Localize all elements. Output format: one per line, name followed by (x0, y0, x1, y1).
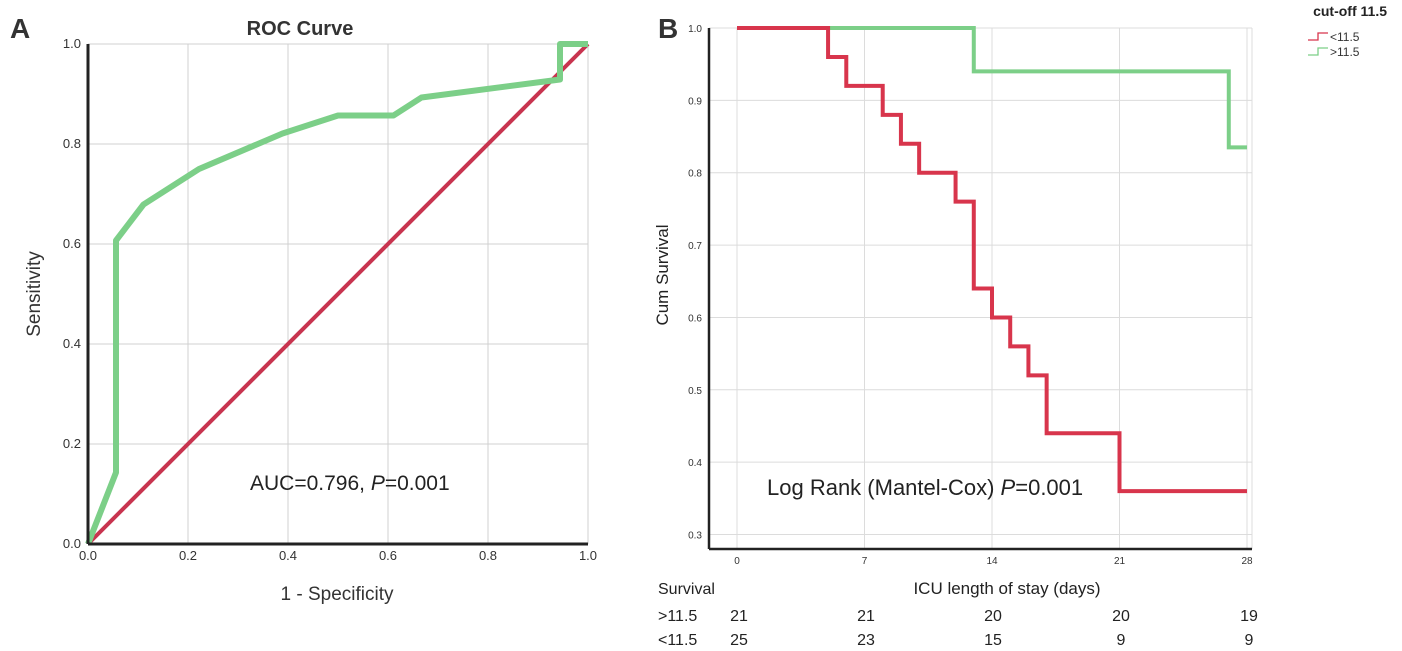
roc-x-tick-label: 0.2 (179, 548, 197, 563)
risk-count: 19 (1240, 608, 1258, 625)
risk-table: >11.5 21 21 20 20 19 <11.5 25 23 15 9 9 (658, 608, 1258, 649)
km-logrank-p: P (1001, 475, 1016, 500)
panel-a-letter: A (10, 13, 30, 44)
roc-reference-line (86, 42, 590, 546)
risk-table-header: Survival (658, 581, 715, 598)
roc-x-tick-label: 0.6 (379, 548, 397, 563)
km-logrank-annotation: Log Rank (Mantel-Cox) P=0.001 (767, 475, 1083, 500)
risk-count: 15 (984, 632, 1002, 649)
km-y-tick-label: 0.3 (688, 531, 702, 542)
roc-x-tick-label: 1.0 (579, 548, 597, 563)
risk-count: 21 (730, 608, 748, 625)
risk-count: 20 (1112, 608, 1130, 625)
km-x-tick-label: 0 (734, 556, 740, 567)
risk-row-label: <11.5 (658, 632, 697, 649)
km-x-tick-label: 7 (862, 556, 868, 567)
km-curve-low (737, 26, 1247, 494)
roc-y-tick-label: 1.0 (63, 36, 81, 51)
roc-lines (85, 41, 590, 546)
legend-swatch (1308, 32, 1328, 41)
km-y-tick-label: 0.8 (688, 169, 702, 180)
km-y-tick-label: 0.6 (688, 313, 702, 324)
risk-count: 9 (1117, 632, 1126, 649)
roc-auc-annotation: AUC=0.796, P=0.001 (250, 472, 450, 495)
km-x-tick-label: 21 (1114, 556, 1126, 567)
roc-grid (87, 43, 589, 545)
legend-label: <11.5 (1330, 30, 1360, 44)
km-legend: <11.5>11.5 (1308, 30, 1360, 59)
roc-ticks: 0.0 0.2 0.4 0.6 0.8 1.0 0.0 0.2 0.4 0.6 0.8 1.0 (63, 36, 597, 563)
roc-curve (85, 41, 588, 546)
km-lines (737, 26, 1247, 494)
roc-auc-p: P (371, 472, 385, 495)
roc-x-tick-label: 0.4 (279, 548, 297, 563)
risk-count: 21 (857, 608, 875, 625)
km-x-tick-label: 14 (986, 556, 998, 567)
km-y-tick-label: 0.7 (688, 241, 702, 252)
risk-count: 25 (730, 632, 748, 649)
roc-x-tick-label: 0.8 (479, 548, 497, 563)
km-y-tick-label: 0.9 (688, 96, 702, 107)
legend-swatch (1308, 47, 1328, 56)
km-x-axis-label: ICU length of stay (days) (913, 579, 1100, 598)
roc-y-tick-label: 0.6 (63, 236, 81, 251)
roc-y-tick-label: 0.0 (63, 536, 81, 551)
risk-count: 23 (857, 632, 875, 649)
risk-row-label: >11.5 (658, 608, 697, 625)
km-ticks: 0 7 14 21 28 0.3 0.4 0.5 0.6 0.7 0.8 0.9 1.0 (688, 24, 1253, 567)
km-y-tick-label: 0.4 (688, 458, 702, 469)
risk-count: 9 (1245, 632, 1254, 649)
legend-label: >11.5 (1330, 45, 1360, 59)
roc-auc-prefix: AUC=0.796, (250, 472, 371, 495)
roc-auc-suffix: =0.001 (385, 472, 450, 495)
roc-y-tick-label: 0.4 (63, 336, 81, 351)
risk-count: 20 (984, 608, 1002, 625)
km-legend-title: cut-off 11.5 (1313, 3, 1387, 19)
km-logrank-prefix: Log Rank (Mantel-Cox) (767, 475, 1001, 500)
roc-x-axis-label: 1 - Specificity (281, 584, 394, 605)
roc-x-tick-label: 0.0 (79, 548, 97, 563)
km-y-axis-label: Cum Survival (653, 224, 672, 325)
roc-title: ROC Curve (247, 18, 354, 40)
km-x-tick-label: 28 (1241, 556, 1253, 567)
panel-b-letter: B (658, 13, 678, 44)
roc-y-tick-label: 0.2 (63, 436, 81, 451)
km-y-tick-label: 0.5 (688, 386, 702, 397)
roc-y-axis-label: Sensitivity (24, 251, 45, 337)
roc-y-tick-label: 0.8 (63, 136, 81, 151)
km-curve-high (737, 26, 1247, 150)
km-logrank-suffix: =0.001 (1015, 475, 1083, 500)
km-y-tick-label: 1.0 (688, 24, 702, 35)
